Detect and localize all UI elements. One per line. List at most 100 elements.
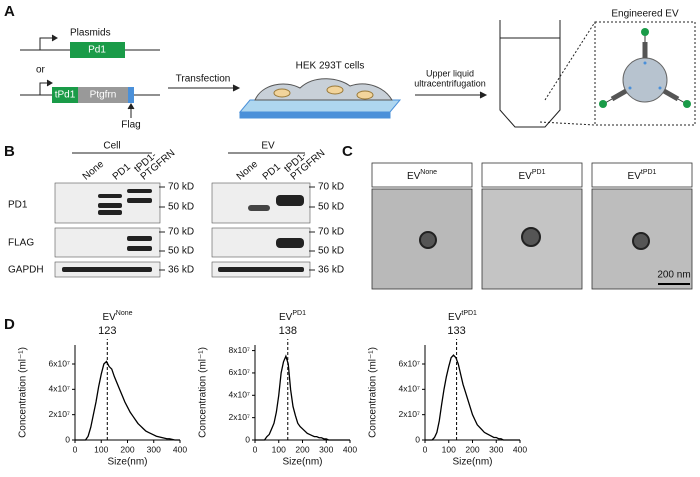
lane-label: PD1 <box>261 161 283 182</box>
row-label: PD1 <box>8 200 28 211</box>
marker-label: 70 kD <box>318 182 344 193</box>
panel-label: A <box>4 3 15 20</box>
title-sup: PD1 <box>532 169 546 176</box>
group-label: EV <box>261 141 275 152</box>
y-tick-label: 0 <box>65 434 70 444</box>
lane-label: PD1 <box>111 161 133 182</box>
panel-label: D <box>4 316 15 333</box>
x-tick-label: 100 <box>442 444 456 454</box>
y-axis-label: Concentration (ml⁻¹) <box>368 347 379 438</box>
plasmids-label: Plasmids <box>70 28 111 39</box>
x-tick-label: 100 <box>272 444 286 454</box>
x-tick-label: 400 <box>173 444 187 454</box>
peak-label: 133 <box>447 325 465 337</box>
y-tick-label: 0 <box>415 434 420 444</box>
title-main: EV <box>519 171 533 182</box>
step-label: Transfection <box>176 74 231 85</box>
x-tick-label: 400 <box>513 444 527 454</box>
title-sup: tPD1 <box>461 310 477 317</box>
title-sup: tPD1 <box>641 169 657 176</box>
title-main: EV <box>628 171 642 182</box>
title-main: EV <box>448 312 462 323</box>
lane-label-line: None <box>81 158 107 182</box>
lane-label: None <box>235 158 261 182</box>
image-title: EVPD1 <box>519 169 546 182</box>
flag-label: Flag <box>121 120 140 131</box>
size-distribution-line <box>425 354 520 441</box>
lane-label: tPD1-PTGFRN <box>132 140 177 183</box>
y-tick-label: 6x10⁷ <box>398 358 420 368</box>
scale-bar-label: 200 nm <box>657 270 690 281</box>
y-axis-label: Concentration (ml⁻¹) <box>18 347 29 438</box>
y-tick-label: 6x10⁷ <box>228 367 250 377</box>
peak-label: 138 <box>279 325 297 337</box>
x-axis-label: Size(nm) <box>107 457 147 468</box>
gene-label: Pd1 <box>88 45 106 56</box>
marker-label: 36 kD <box>318 265 344 276</box>
x-tick-label: 0 <box>423 444 428 454</box>
x-tick-label: 0 <box>253 444 258 454</box>
title-main: EV <box>407 171 421 182</box>
marker-label: 50 kD <box>168 246 194 257</box>
x-tick-label: 300 <box>489 444 503 454</box>
image-title: EVNone <box>407 169 437 182</box>
y-tick-label: 0 <box>245 434 250 444</box>
x-tick-label: 200 <box>295 444 309 454</box>
western-blots <box>54 152 311 278</box>
image-title: EVtPD1 <box>628 169 657 182</box>
marker-label: 70 kD <box>168 227 194 238</box>
x-tick-label: 0 <box>73 444 78 454</box>
y-axis-label: Concentration (ml⁻¹) <box>198 347 209 438</box>
step-label: ultracentrifugation <box>414 78 486 88</box>
x-tick-label: 100 <box>94 444 108 454</box>
lane-label-line: None <box>235 158 261 182</box>
step-label: Upper liquid <box>426 68 474 78</box>
x-axis-label: Size(nm) <box>282 457 322 468</box>
em-images <box>371 162 693 290</box>
row-label: FLAG <box>8 238 34 249</box>
group-label: Cell <box>103 141 120 152</box>
x-tick-label: 300 <box>147 444 161 454</box>
y-tick-label: 2x10⁷ <box>48 409 70 419</box>
y-tick-label: 2x10⁷ <box>228 412 250 422</box>
x-tick-label: 200 <box>120 444 134 454</box>
x-tick-label: 300 <box>319 444 333 454</box>
y-tick-label: 4x10⁷ <box>228 390 250 400</box>
lane-label: tPD1-PTGFRN <box>282 140 327 183</box>
panel-label: B <box>4 143 15 160</box>
panel-a-graphics <box>20 20 696 128</box>
y-tick-label: 6x10⁷ <box>48 358 70 368</box>
x-axis-label: Size(nm) <box>452 457 492 468</box>
cells-label: HEK 293T cells <box>296 61 365 72</box>
lane-label-line: PD1 <box>261 161 283 182</box>
title-sup: None <box>420 169 437 176</box>
title-sup: PD1 <box>292 310 306 317</box>
marker-label: 50 kD <box>318 246 344 257</box>
ev-label: Engineered EV <box>611 9 679 20</box>
gene-label: Ptgfrn <box>90 90 117 101</box>
marker-label: 70 kD <box>318 227 344 238</box>
gene-label: tPd1 <box>55 90 76 101</box>
chart-title: EVPD1 <box>279 310 306 323</box>
chart-title: EVNone <box>102 310 132 323</box>
size-distribution-line <box>75 360 180 441</box>
title-sup: None <box>116 310 133 317</box>
x-tick-label: 400 <box>343 444 357 454</box>
x-tick-label: 200 <box>465 444 479 454</box>
row-label: GAPDH <box>8 265 44 276</box>
y-tick-label: 4x10⁷ <box>48 384 70 394</box>
y-tick-label: 8x10⁷ <box>228 345 250 355</box>
peak-label: 123 <box>98 325 116 337</box>
marker-label: 36 kD <box>168 265 194 276</box>
title-main: EV <box>279 312 293 323</box>
y-tick-label: 2x10⁷ <box>398 409 420 419</box>
y-tick-label: 4x10⁷ <box>398 384 420 394</box>
panel-label: C <box>342 143 353 160</box>
or-label: or <box>36 65 46 76</box>
lane-label-line: PD1 <box>111 161 133 182</box>
lane-label: None <box>81 158 107 182</box>
marker-label: 70 kD <box>168 182 194 193</box>
size-distribution-line <box>255 354 350 441</box>
marker-label: 50 kD <box>168 202 194 213</box>
